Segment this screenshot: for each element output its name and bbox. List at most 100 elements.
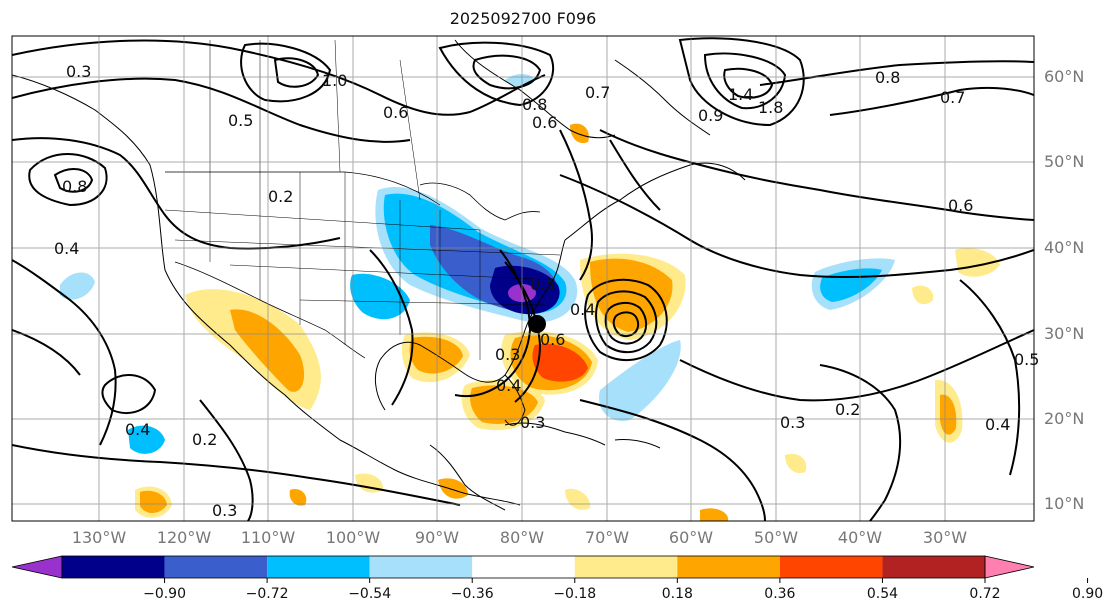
longitude-label: 90°W: [414, 528, 460, 547]
colorbar-frame: [61, 555, 986, 579]
florida: [504, 374, 526, 426]
positive-field-atl-east-3: [940, 394, 957, 435]
map-title: 2025092700 F096: [449, 9, 597, 28]
positive-field-orange-ne: [590, 258, 673, 332]
contour-label: 0.6: [540, 330, 565, 349]
contour-label: 0.3: [495, 345, 520, 364]
positive-field-sa: [438, 478, 468, 499]
contour-label: 0.4: [54, 239, 79, 258]
positive-field-orange-ep: [140, 490, 167, 514]
contour-line: [559, 174, 1034, 279]
contour-line: [609, 139, 661, 211]
contour-line: [584, 278, 668, 362]
positive-field-atl-east: [955, 248, 1000, 277]
contour-line: [678, 37, 805, 127]
colorbar-segment: [472, 556, 575, 578]
contour-label: 0.3: [66, 62, 91, 81]
contour-line: [829, 86, 1034, 116]
central-america: [429, 444, 506, 511]
latitude-label: 50°N: [1044, 152, 1085, 171]
contour-label: 0.8: [875, 68, 900, 87]
contour-line: [369, 249, 414, 406]
hudson-bay: [454, 39, 616, 139]
province-lines: [209, 39, 421, 201]
negative-field-caribbean: [599, 340, 681, 421]
contour-line: [599, 129, 1034, 221]
longitude-label: 130°W: [71, 528, 127, 547]
longitude-label: 50°W: [753, 528, 799, 547]
gulf-of-maine: [564, 162, 746, 241]
colorbar-segment: [574, 556, 678, 578]
contour-line: [579, 399, 766, 521]
contour-line: [959, 279, 1021, 476]
map-frame: [11, 35, 1035, 522]
colorbar-segment: [369, 556, 473, 578]
colorbar-segment: [677, 556, 780, 578]
colorbar-tick-label: −0.54: [348, 586, 392, 602]
colorbar-segment: [267, 556, 370, 578]
colorbar-tick-label: 0.90: [1071, 586, 1104, 602]
hispaniola: [614, 439, 661, 449]
contours: [12, 37, 1034, 521]
colorbar-tick-label: 0.54: [866, 586, 899, 602]
contour-line: [240, 42, 332, 103]
contour-label: 0.3: [212, 501, 237, 520]
colorbar-segment: [62, 556, 165, 578]
contour-label: 0.9: [698, 106, 723, 125]
colorbar-tick-label: 0.36: [764, 586, 796, 602]
positive-field-gulf-2: [355, 473, 384, 493]
contour-label: 0.2: [192, 430, 217, 449]
us-canada-border: [164, 171, 441, 206]
contour-line: [12, 39, 546, 116]
contour-line: [438, 41, 555, 107]
colorbar: [11, 555, 1089, 583]
contour-label: 0.2: [268, 187, 293, 206]
latitude-label: 10°N: [1044, 494, 1085, 513]
contour-label: 0.4: [496, 376, 521, 395]
latitude-label: 40°N: [1044, 238, 1085, 257]
latitude-label: 20°N: [1044, 409, 1085, 428]
positive-field-red-gulf: [532, 343, 588, 382]
contour-line: [559, 129, 593, 281]
contour-label: 0.2: [835, 400, 860, 419]
longitude-label: 60°W: [668, 528, 714, 547]
contour-line: [12, 329, 81, 376]
contour-label: 0.5: [228, 111, 253, 130]
contour-line: [703, 52, 787, 110]
contour-label: 1.0: [322, 71, 347, 90]
colorbar-segment: [882, 556, 985, 578]
positive-field-carib-e: [565, 488, 591, 510]
us-mexico-border: [174, 261, 366, 359]
contour-labels: 0.3 1.00.80.5 0.60.20.40.80.60.7 1.41.80.80…: [54, 62, 1039, 520]
coastlines-and-borders: [12, 39, 746, 511]
contour-line: [101, 373, 157, 415]
contour-line: [53, 168, 94, 193]
latitude-label: 30°N: [1044, 324, 1085, 343]
contour-line: [759, 60, 1034, 86]
labrador: [614, 59, 711, 136]
positive-field-nw-atl: [570, 123, 589, 144]
contour-label: 0.6: [948, 196, 973, 215]
contour-label: 0.6: [532, 113, 557, 132]
contour-line: [199, 399, 254, 521]
latitude-label: 60°N: [1044, 67, 1085, 86]
storm-center-marker: [528, 315, 546, 333]
longitude-label: 40°W: [837, 528, 883, 547]
great-lakes: [419, 182, 541, 221]
contour-label: 0.7: [940, 88, 965, 107]
contour-label: 1.8: [758, 98, 783, 117]
contour-label: 0.3: [780, 413, 805, 432]
contour-label: 0.6: [383, 103, 408, 122]
positive-field-mexico-s: [289, 489, 307, 506]
contour-line: [12, 444, 461, 506]
east-coast: [374, 239, 566, 411]
longitude-label: 30°W: [922, 528, 968, 547]
contour-line: [472, 54, 542, 90]
positive-field-carib-s: [785, 453, 807, 474]
contour-line: [595, 290, 658, 354]
longitude-label: 100°W: [325, 528, 381, 547]
contour-label: 0.8: [62, 177, 87, 196]
positive-field-orange-mexico: [230, 309, 305, 392]
longitude-label: 110°W: [240, 528, 296, 547]
